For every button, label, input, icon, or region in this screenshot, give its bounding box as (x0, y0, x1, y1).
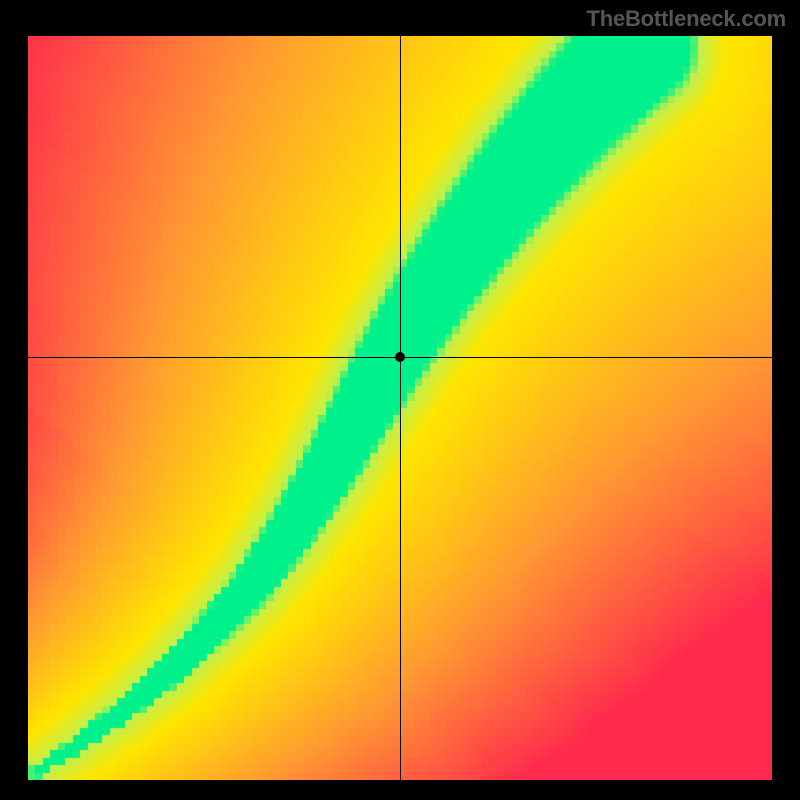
crosshair-vertical (400, 36, 401, 780)
chart-container: TheBottleneck.com (0, 0, 800, 800)
attribution-text: TheBottleneck.com (586, 6, 786, 32)
